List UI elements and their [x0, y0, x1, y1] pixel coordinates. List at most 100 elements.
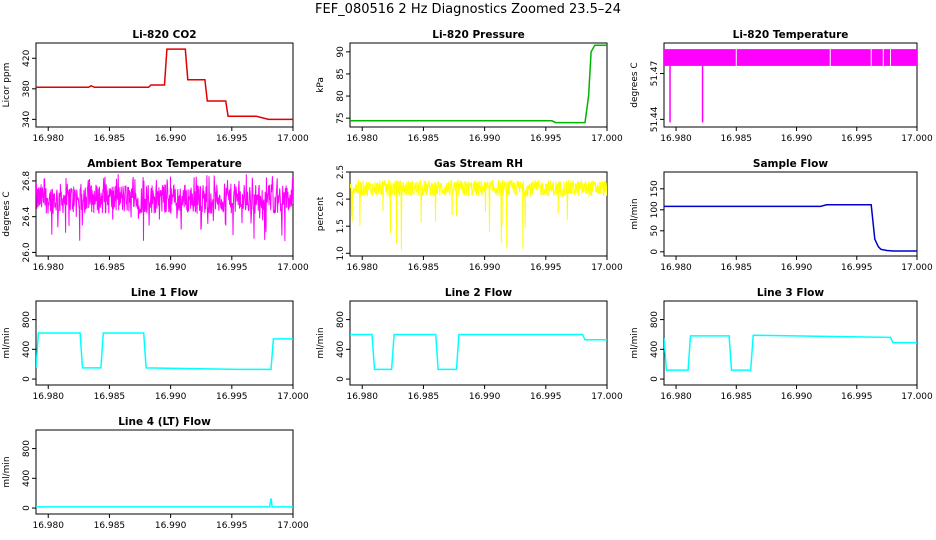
y-tick-label: 51.47	[650, 61, 660, 87]
y-tick-label: 26.8	[22, 171, 32, 191]
x-tick-label: 17.000	[591, 392, 623, 402]
y-tick-label: 800	[22, 311, 32, 328]
series-cyan	[36, 498, 293, 508]
x-tick-label: 16.990	[469, 134, 501, 144]
data-line	[36, 498, 293, 508]
y-tick-label: 0	[336, 376, 346, 382]
x-tick-label: 16.990	[155, 392, 187, 402]
x-tick-label: 16.990	[469, 392, 501, 402]
panel-10: Line 4 (LT) Flow 16.980 16.985 16.990 16.995…	[2, 416, 309, 531]
y-tick-label: 0	[22, 376, 32, 382]
panel-6: Sample Flow 16.980 16.985 16.990 16.995 17.00…	[630, 158, 933, 273]
y-axis-label: kPa	[316, 77, 326, 93]
x-tick-label: 16.985	[408, 263, 440, 273]
series-blue	[664, 204, 917, 252]
x-tick-label: 16.990	[781, 392, 813, 402]
x-tick-label: 16.980	[660, 134, 692, 144]
y-tick-label: 420	[22, 49, 32, 66]
y-tick-label: 2.5	[336, 165, 346, 179]
x-tick-label: 17.000	[591, 134, 623, 144]
plot-frame	[349, 42, 608, 128]
x-tick-label: 16.985	[721, 134, 753, 144]
y-tick-label: 0	[22, 505, 32, 511]
x-tick-label: 16.990	[155, 263, 187, 273]
data-line	[350, 178, 607, 251]
x-tick-label: 17.000	[901, 392, 933, 402]
data-line	[664, 204, 917, 252]
y-tick-label: 85	[336, 68, 346, 79]
panel-title: Line 3 Flow	[757, 287, 824, 299]
series-cyan	[664, 334, 917, 371]
x-tick-label: 16.985	[94, 263, 126, 273]
x-tick-label: 16.980	[660, 392, 692, 402]
plot-frame	[349, 171, 608, 257]
y-tick-label: 2.0	[336, 192, 346, 207]
x-tick-label: 16.995	[841, 392, 873, 402]
panel-7: Line 1 Flow 16.980 16.985 16.990 16.995 17.00…	[2, 287, 309, 402]
series-cyan	[350, 333, 607, 371]
x-tick-label: 16.980	[32, 134, 64, 144]
y-axis-label: Licor ppm	[2, 63, 12, 108]
x-tick-label: 17.000	[901, 263, 933, 273]
x-tick-label: 16.995	[530, 134, 562, 144]
panel-title: Li-820 Pressure	[432, 29, 525, 41]
x-tick-label: 16.990	[781, 263, 813, 273]
y-tick-label: 80	[336, 90, 346, 102]
y-axis-label: ml/min	[2, 327, 12, 358]
y-axis-label: ml/min	[630, 198, 640, 229]
x-tick-label: 16.980	[346, 263, 378, 273]
panel-title: Sample Flow	[753, 158, 828, 170]
panel-title: Line 4 (LT) Flow	[118, 416, 211, 428]
x-tick-label: 16.990	[155, 521, 187, 531]
x-tick-label: 16.995	[216, 392, 248, 402]
x-tick-label: 16.995	[841, 134, 873, 144]
y-tick-label: 400	[336, 340, 346, 357]
x-tick-label: 16.980	[346, 392, 378, 402]
x-tick-label: 16.980	[32, 263, 64, 273]
x-tick-label: 16.980	[32, 521, 64, 531]
x-tick-label: 16.995	[841, 263, 873, 273]
y-tick-label: 800	[22, 440, 32, 457]
y-tick-label: 1.5	[336, 219, 346, 233]
data-line	[36, 332, 293, 371]
panel-title: Ambient Box Temperature	[87, 158, 242, 170]
panel-title: Li-820 CO2	[132, 29, 196, 41]
x-tick-label: 17.000	[277, 263, 309, 273]
panel-3: Li-820 Temperature 16.980 16.985 16.990 16.9…	[630, 29, 933, 144]
y-tick-label: 26.0	[22, 242, 32, 262]
data-line	[664, 334, 917, 371]
x-tick-label: 16.990	[155, 134, 187, 144]
plot-frame	[349, 300, 608, 386]
plot-frame	[663, 171, 918, 257]
x-tick-label: 16.995	[216, 134, 248, 144]
data-line	[350, 44, 607, 124]
y-tick-label: 1.0	[336, 246, 346, 261]
plot-frame	[35, 171, 294, 257]
y-tick-label: 0	[650, 249, 660, 255]
x-tick-label: 17.000	[277, 134, 309, 144]
data-line	[350, 333, 607, 371]
x-tick-label: 16.985	[94, 521, 126, 531]
y-axis-label: ml/min	[630, 327, 640, 358]
plot-frame	[663, 42, 918, 128]
panel-title: Li-820 Temperature	[733, 29, 849, 41]
y-tick-label: 800	[336, 311, 346, 328]
panel-title: Gas Stream RH	[434, 158, 523, 170]
panel-1: Li-820 CO2 16.980 16.985 16.990 16.995 17.000…	[2, 29, 309, 144]
panel-5: Gas Stream RH 16.980 16.985 16.990 16.995 17.…	[316, 158, 623, 273]
y-tick-label: 90	[336, 46, 346, 58]
series-magenta	[664, 49, 917, 123]
y-tick-label: 50	[650, 225, 660, 237]
y-axis-label: percent	[316, 196, 326, 231]
y-tick-label: 100	[650, 201, 660, 218]
x-tick-label: 16.985	[408, 392, 440, 402]
y-tick-label: 75	[336, 112, 346, 123]
series-cyan	[36, 332, 293, 371]
x-tick-label: 16.985	[408, 134, 440, 144]
y-axis-label: ml/min	[2, 456, 12, 487]
y-tick-label: 0	[650, 376, 660, 382]
plot-frame	[35, 42, 294, 128]
x-tick-label: 16.980	[660, 263, 692, 273]
y-tick-label: 26.4	[22, 206, 32, 226]
